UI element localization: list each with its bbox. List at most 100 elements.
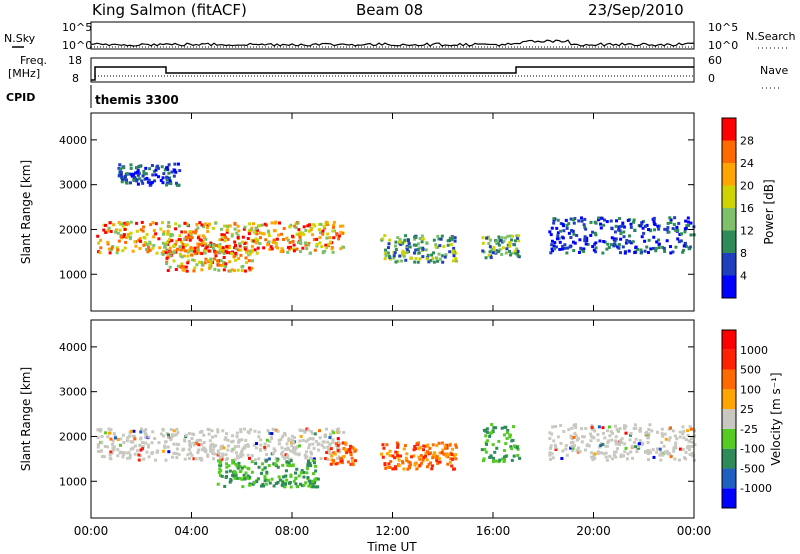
echo-cell <box>243 446 247 450</box>
echo-cell <box>667 230 671 234</box>
echo-cell <box>688 425 692 429</box>
echo-cell <box>125 451 129 455</box>
echo-cell <box>134 171 138 175</box>
echo-cell <box>672 449 676 453</box>
echo-cell <box>120 178 124 182</box>
echo-cell <box>510 238 514 242</box>
echo-cell <box>141 181 145 185</box>
echo-cell <box>331 440 335 444</box>
echo-cell <box>638 427 642 431</box>
echo-cell <box>129 166 133 170</box>
echo-cell <box>336 449 340 453</box>
echo-cell <box>272 462 276 466</box>
echo-cell <box>494 240 498 244</box>
echo-cell <box>242 227 246 231</box>
echo-cell <box>454 251 458 255</box>
echo-cell <box>317 448 321 452</box>
echo-cell <box>246 474 250 478</box>
echo-cell <box>316 477 320 481</box>
echo-cell <box>396 455 400 459</box>
echo-cell <box>294 471 298 475</box>
echo-cell <box>195 223 199 227</box>
echo-cell <box>178 234 182 238</box>
echo-cell <box>240 265 244 269</box>
echo-cell <box>513 249 517 253</box>
echo-cell <box>200 223 204 227</box>
echo-cell <box>163 243 167 247</box>
echo-cell <box>217 268 221 272</box>
echo-cell <box>286 454 290 458</box>
echo-cell <box>265 438 269 442</box>
echo-cell <box>122 221 126 225</box>
echo-cell <box>301 246 305 250</box>
echo-cell <box>280 452 284 456</box>
echo-cell <box>106 242 110 246</box>
echo-cell <box>261 468 265 472</box>
echo-cell <box>444 253 448 257</box>
echo-cell <box>255 442 259 446</box>
echo-cell <box>661 452 665 456</box>
echo-cell <box>274 428 278 432</box>
echo-cell <box>298 235 302 239</box>
echo-cell <box>516 254 520 258</box>
echo-cell <box>402 467 406 471</box>
echo-cell <box>253 248 257 252</box>
echo-cell <box>572 221 576 225</box>
echo-cell <box>440 254 444 258</box>
echo-cell <box>437 456 441 460</box>
echo-cell <box>190 453 194 457</box>
echo-cell <box>490 423 494 427</box>
echo-cell <box>281 480 285 484</box>
echo-cell <box>253 458 257 462</box>
echo-cell <box>135 221 139 225</box>
echo-cell <box>289 449 293 453</box>
echo-cell <box>135 166 139 170</box>
echo-cell <box>165 232 169 236</box>
echo-cell <box>225 462 229 466</box>
echo-cell <box>254 227 258 231</box>
echo-cell <box>509 445 513 449</box>
echo-cell <box>239 452 243 456</box>
echo-cell <box>484 450 488 454</box>
echo-cell <box>586 443 590 447</box>
echo-cell <box>429 451 433 455</box>
echo-cell <box>139 430 143 434</box>
echo-cell <box>597 216 601 220</box>
echo-cell <box>238 244 242 248</box>
echo-cell <box>353 449 357 453</box>
echo-cell <box>298 439 302 443</box>
echo-cell <box>204 222 208 226</box>
colorbar-frame <box>721 329 737 509</box>
echo-cell <box>333 452 337 456</box>
noise-tick-top-left: 10^5 <box>62 21 92 34</box>
echo-cell <box>422 448 426 452</box>
echo-cell <box>340 441 344 445</box>
echo-cell <box>564 447 568 451</box>
echo-cell <box>548 436 552 440</box>
echo-cell <box>202 225 206 229</box>
echo-cell <box>285 478 289 482</box>
echo-cell <box>659 450 663 454</box>
echo-cell <box>225 458 229 462</box>
echo-cell <box>169 232 173 236</box>
echo-cell <box>235 434 239 438</box>
echo-cell <box>280 483 284 487</box>
echo-cell <box>503 449 507 453</box>
echo-cell <box>313 481 317 485</box>
echo-cell <box>180 262 184 266</box>
echo-cell <box>224 453 228 457</box>
echo-cell <box>302 475 306 479</box>
echo-cell <box>115 246 119 250</box>
echo-cell <box>177 452 181 456</box>
echo-cell <box>621 221 625 225</box>
echo-cell <box>250 250 254 254</box>
echo-cell <box>454 257 458 261</box>
echo-cell <box>201 448 205 452</box>
echo-cell <box>427 463 431 467</box>
echo-cell <box>154 232 158 236</box>
echo-cell <box>175 427 179 431</box>
colorbar-segment <box>722 163 736 186</box>
echo-cell <box>634 437 638 441</box>
power-echoes <box>96 162 696 273</box>
